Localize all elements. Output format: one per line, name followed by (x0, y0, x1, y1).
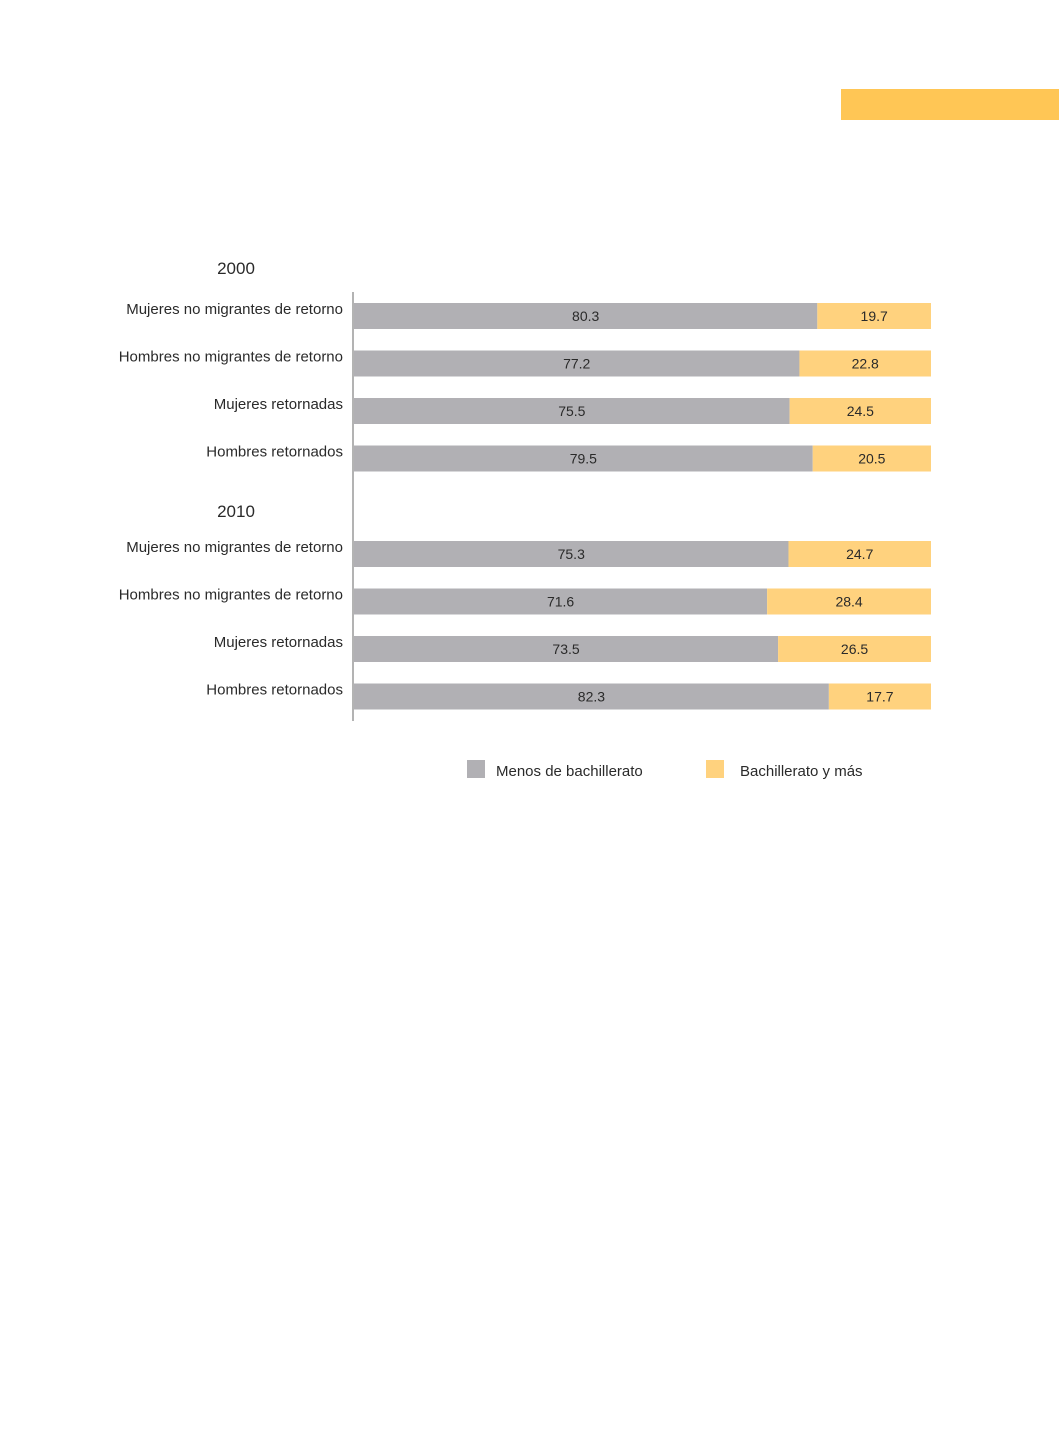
value-label-0-1-1: 22.8 (852, 356, 879, 372)
bar-segment-0-3-0 (354, 445, 813, 472)
bar-segment-1-1-1 (767, 588, 931, 615)
category-label-1-0: Mujeres no migrantes de retorno (126, 539, 343, 556)
value-label-1-0-1: 24.7 (846, 546, 873, 562)
value-label-0-3-0: 79.5 (570, 451, 597, 467)
bar-segment-1-1-0 (354, 588, 768, 615)
value-label-0-2-0: 75.5 (558, 403, 585, 419)
value-label-1-1-1: 28.4 (835, 594, 862, 610)
category-label-1-2: Mujeres retornadas (214, 634, 343, 651)
bar-segment-1-0-1 (788, 541, 931, 567)
category-label-0-0: Mujeres no migrantes de retorno (126, 301, 343, 318)
value-label-1-1-0: 71.6 (547, 594, 574, 610)
bar-segment-0-1-1 (799, 350, 931, 377)
value-label-0-3-1: 20.5 (858, 451, 885, 467)
value-label-1-3-1: 17.7 (866, 689, 893, 705)
bar-segment-1-2-0 (354, 636, 779, 662)
value-label-0-0-0: 80.3 (572, 308, 599, 324)
value-label-0-2-1: 24.5 (847, 403, 874, 419)
bar-segment-1-2-1 (778, 636, 931, 662)
accent-tab (841, 89, 1059, 120)
bar-segment-0-3-1 (812, 445, 931, 472)
bar-segment-1-3-0 (354, 683, 829, 710)
bar-segment-0-0-1 (817, 303, 931, 329)
legend-swatch-1 (706, 760, 724, 778)
legend-label-0: Menos de bachillerato (496, 763, 643, 780)
legend-swatch-0 (467, 760, 485, 778)
category-label-0-2: Mujeres retornadas (214, 396, 343, 413)
bar-segment-1-3-1 (828, 683, 931, 710)
category-label-1-1: Hombres no migrantes de retorno (119, 587, 343, 604)
bar-segment-1-0-0 (354, 541, 789, 567)
value-label-1-3-0: 82.3 (578, 689, 605, 705)
legend-label-1: Bachillerato y más (740, 763, 863, 780)
value-label-1-2-0: 73.5 (552, 641, 579, 657)
value-label-1-0-0: 75.3 (558, 546, 585, 562)
category-label-0-3: Hombres retornados (206, 444, 343, 461)
group-label-1: 2010 (217, 502, 255, 521)
value-label-0-1-0: 77.2 (563, 356, 590, 372)
category-label-0-1: Hombres no migrantes de retorno (119, 349, 343, 366)
category-label-1-3: Hombres retornados (206, 682, 343, 699)
value-label-0-0-1: 19.7 (861, 308, 888, 324)
bar-segment-0-2-0 (354, 398, 790, 424)
bar-segment-0-0-0 (354, 303, 818, 329)
bar-segment-0-2-1 (789, 398, 931, 424)
group-label-0: 2000 (217, 259, 255, 278)
value-label-1-2-1: 26.5 (841, 641, 868, 657)
bar-segment-0-1-0 (354, 350, 800, 377)
